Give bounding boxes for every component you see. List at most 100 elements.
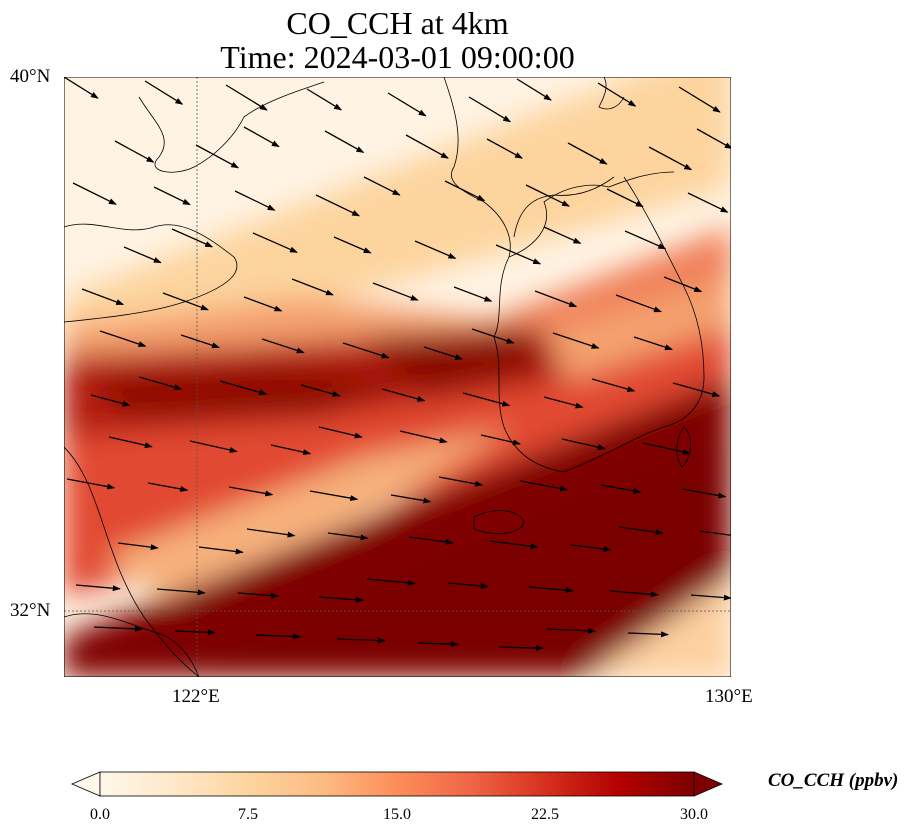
title-line-1-text: CO_CCH at 4km (286, 5, 509, 41)
title-line-2-text: Time: 2024-03-01 09:00:00 (220, 39, 575, 75)
wind-arrow (663, 276, 703, 293)
wind-arrow (516, 78, 552, 101)
wind-arrow (468, 96, 512, 123)
wind-arrow (318, 426, 363, 439)
wind-arrow (75, 584, 121, 592)
wind-arrow (519, 480, 569, 492)
wind-arrow (462, 392, 511, 407)
wind-vectors (64, 77, 731, 652)
wind-arrow (672, 382, 721, 397)
wind-arrow (324, 130, 365, 153)
colorbar (70, 771, 724, 797)
wind-arrow (225, 84, 268, 111)
wind-arrow (108, 436, 153, 449)
wind-arrow (252, 232, 298, 253)
wind-arrow (591, 378, 636, 392)
wind-arrow (534, 290, 578, 308)
wind-arrow (219, 380, 268, 396)
wind-arrow (171, 228, 214, 248)
wind-arrow (552, 332, 600, 349)
wind-arrow (381, 388, 426, 402)
colorbar-tick-1: 7.5 (238, 806, 258, 823)
wind-arrow (99, 330, 147, 347)
wind-arrow (291, 278, 334, 296)
wind-arrow (525, 184, 570, 207)
wind-arrow (687, 192, 729, 213)
wind-arrow (243, 296, 283, 312)
wind-arrow (696, 128, 731, 149)
wind-arrow (153, 186, 191, 206)
wind-arrow (144, 80, 184, 105)
wind-arrow (315, 194, 361, 217)
wind-arrow (306, 88, 343, 111)
wind-arrow (543, 226, 582, 244)
wind-arrow (414, 240, 457, 259)
lat-label-40n: 40°N (10, 66, 51, 87)
colorbar-max-extension (693, 771, 724, 797)
wind-arrow (363, 176, 401, 196)
wind-arrow (447, 582, 489, 589)
lat-label-32n: 32°N (10, 600, 51, 621)
wind-arrow (270, 444, 312, 456)
wind-arrow (342, 342, 390, 359)
wind-arrow (633, 336, 673, 351)
wind-arrow (156, 588, 206, 596)
wind-arrow (438, 476, 484, 487)
wind-arrow (609, 590, 659, 598)
wind-arrow (189, 440, 238, 453)
wind-arrow (309, 490, 359, 502)
wind-arrow (195, 144, 240, 169)
concentration-field (64, 77, 731, 677)
wind-arrow (390, 494, 432, 504)
wind-arrow (372, 282, 419, 301)
wind-arrow (237, 592, 279, 599)
wind-arrow (198, 546, 244, 555)
colorbar-tick-3: 22.5 (531, 806, 559, 823)
wind-arrow (543, 396, 584, 409)
wind-arrow (561, 438, 606, 451)
wind-arrow (72, 182, 117, 205)
wind-arrow (699, 530, 731, 536)
wind-arrow (498, 645, 544, 652)
wind-arrow (423, 346, 464, 360)
wind-arrow (417, 641, 459, 648)
wind-arrow (489, 540, 539, 550)
wind-arrow (327, 532, 369, 541)
wind-arrow (615, 294, 662, 313)
wind-arrow (408, 536, 454, 545)
wind-arrow (690, 594, 731, 601)
wind-arrow (405, 134, 449, 159)
wind-arrow (336, 637, 386, 644)
wind-arrow (600, 484, 642, 494)
wind-arrow (480, 434, 521, 446)
wind-arrow (318, 596, 364, 603)
wind-arrow (597, 82, 637, 107)
gridlines (64, 77, 731, 677)
wind-arrow (117, 542, 159, 551)
wind-arrow (546, 627, 596, 634)
title-line-2-holder: Time: 2024-03-01 09:00:00 (64, 40, 731, 74)
wind-arrow (366, 578, 416, 586)
wind-arrow (387, 92, 427, 117)
wind-arrow (486, 138, 523, 159)
wind-arrow (570, 544, 612, 553)
wind-arrow (123, 246, 162, 264)
wind-arrow (234, 190, 276, 211)
wind-arrow (471, 328, 515, 344)
wind-arrow (64, 77, 99, 99)
wind-arrow (567, 142, 608, 165)
wind-arrow (678, 86, 721, 113)
lon-label-122e: 122°E (172, 686, 220, 707)
wind-arrow (399, 430, 448, 444)
wind-arrow (243, 126, 280, 148)
wind-arrow (528, 586, 574, 594)
wind-arrow (81, 288, 125, 306)
wind-arrow (90, 394, 131, 407)
wind-arrow (606, 188, 644, 208)
lon-label-130e: 130°E (705, 686, 753, 707)
wind-arrow (228, 486, 274, 497)
wind-arrow (174, 629, 216, 636)
colorbar-tick-2: 15.0 (383, 806, 411, 823)
colorbar-label: CO_CCH (ppbv) (768, 770, 899, 791)
wind-arrow (642, 442, 691, 455)
